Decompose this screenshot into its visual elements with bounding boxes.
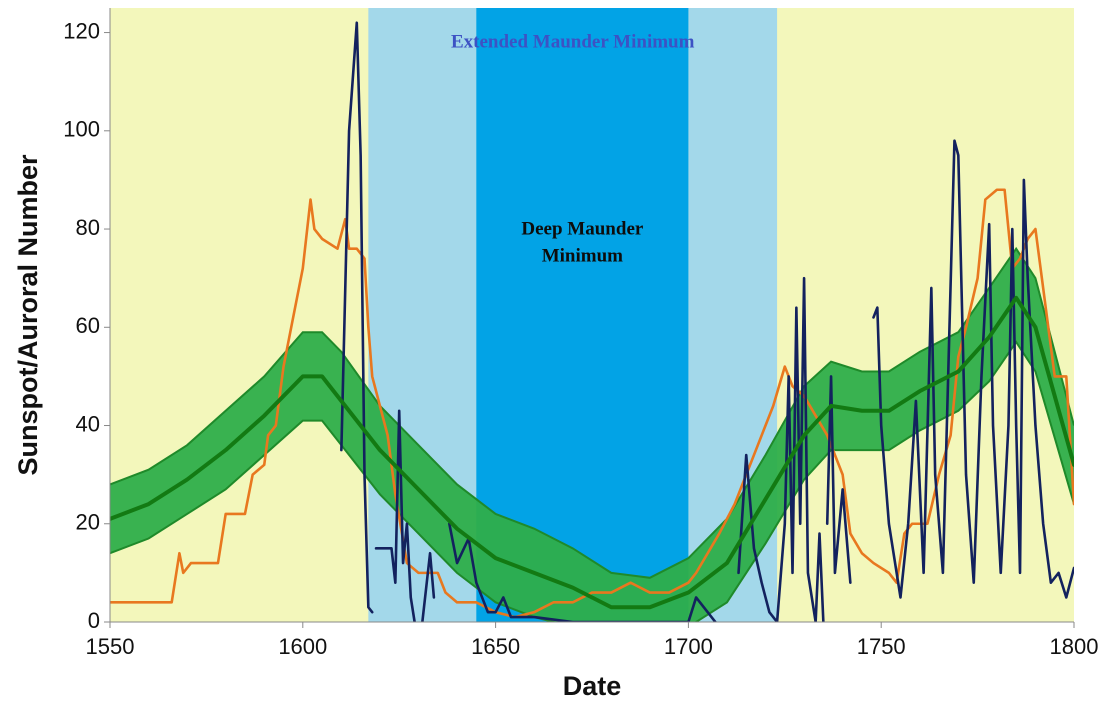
plot-area [110, 8, 1074, 622]
band-lower [110, 340, 1074, 622]
y-tick-label: 60 [76, 313, 100, 338]
x-tick-label: 1600 [278, 634, 327, 659]
x-tick-label: 1800 [1050, 634, 1099, 659]
series-line [110, 295, 1074, 610]
region-label: Minimum [542, 245, 623, 266]
x-tick-label: 1750 [857, 634, 906, 659]
series-line [340, 21, 1074, 622]
x-tick-label: 1650 [471, 634, 520, 659]
x-tick-label: 1550 [86, 634, 135, 659]
y-tick-label: 80 [76, 215, 100, 240]
y-tick-label: 0 [88, 608, 100, 633]
x-tick-label: 1700 [664, 634, 713, 659]
region-label: Deep Maunder [521, 218, 643, 239]
y-tick-label: 40 [76, 411, 100, 436]
y-tick-label: 120 [63, 18, 100, 43]
series-line [110, 188, 1074, 619]
y-tick-label: 20 [76, 510, 100, 535]
x-axis-title: Date [563, 671, 622, 701]
y-tick-label: 100 [63, 117, 100, 142]
axes: 0 20 40 60 80 100 120 1550 1600 1650 1700 1750 1800 [63, 8, 1098, 659]
region-label: Extended Maunder Minimum [451, 31, 695, 52]
y-axis-title: Sunspot/Auroral Number [13, 154, 43, 476]
